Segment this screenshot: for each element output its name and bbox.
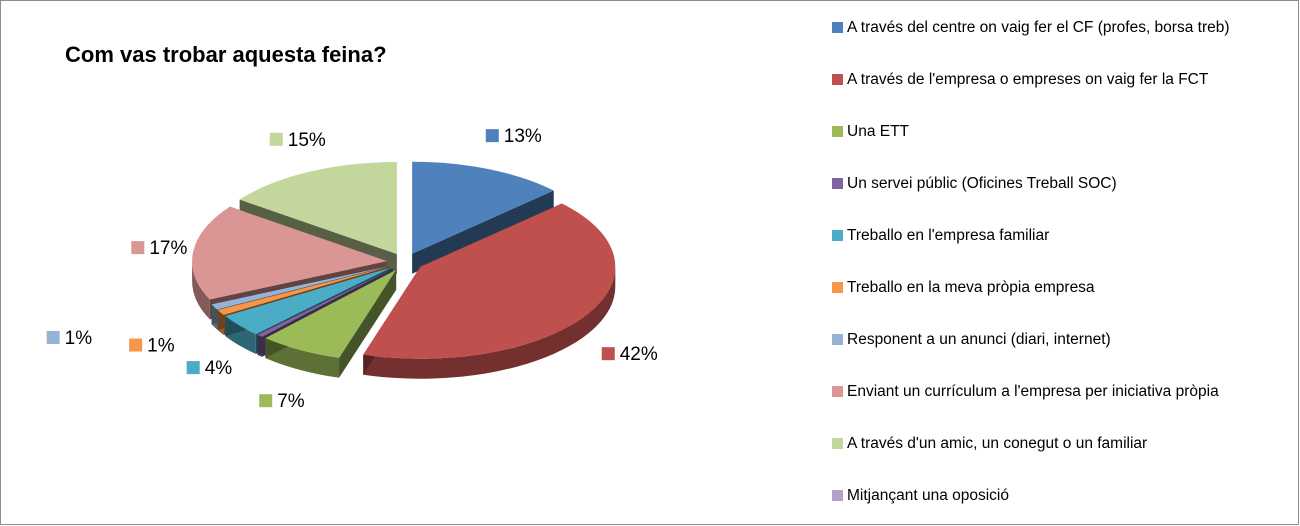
legend-item: Un servei públic (Oficines Treball SOC) bbox=[832, 174, 1282, 226]
label-swatch bbox=[259, 394, 273, 408]
legend-swatch bbox=[832, 178, 843, 189]
label-swatch bbox=[131, 241, 145, 255]
slice bbox=[217, 266, 390, 315]
slice bbox=[412, 161, 554, 254]
legend-label: A través d'un amic, un conegut o un fami… bbox=[847, 435, 1148, 452]
legend-swatch bbox=[832, 386, 843, 397]
legend-swatch bbox=[832, 282, 843, 293]
legend-label: Un servei públic (Oficines Treball SOC) bbox=[847, 175, 1117, 192]
legend-item: A través del centre on vaig fer el CF (p… bbox=[832, 18, 1282, 70]
label-swatch bbox=[46, 330, 60, 344]
legend-label: Treballo en l'empresa familiar bbox=[847, 227, 1050, 244]
legend-item: Enviant un currículum a l'empresa per in… bbox=[832, 382, 1282, 434]
slice bbox=[257, 268, 393, 337]
chart-title: Com vas trobar aquesta feina? bbox=[65, 42, 387, 67]
slice-cut bbox=[412, 190, 554, 274]
legend-item: A través d'un amic, un conegut o un fami… bbox=[832, 434, 1282, 486]
legend-label: Responent a un anunci (diari, internet) bbox=[847, 331, 1111, 348]
legend-item: A través de l'empresa o empreses on vaig… bbox=[832, 70, 1282, 122]
slice-side bbox=[363, 266, 616, 379]
data-label: 15% bbox=[288, 130, 326, 151]
label-swatch bbox=[129, 338, 143, 352]
data-label: 1% bbox=[147, 336, 175, 357]
data-label: 1% bbox=[65, 328, 93, 349]
legend-swatch bbox=[832, 22, 843, 33]
slice bbox=[211, 266, 389, 310]
legend-label: Una ETT bbox=[847, 123, 910, 140]
legend-swatch bbox=[832, 438, 843, 449]
legend-label: Mitjançant una oposició bbox=[847, 487, 1009, 504]
data-label: 42% bbox=[620, 344, 658, 365]
label-swatch bbox=[269, 132, 283, 146]
legend-item: Treballo en la meva pròpia empresa bbox=[832, 278, 1282, 330]
slice bbox=[363, 203, 616, 359]
legend-swatch bbox=[832, 126, 843, 137]
legend-label: A través del centre on vaig fer el CF (p… bbox=[847, 19, 1230, 36]
legend-item: Mitjançant una oposició bbox=[832, 486, 1282, 526]
legend: A través del centre on vaig fer el CF (p… bbox=[832, 18, 1282, 526]
slice bbox=[225, 267, 392, 334]
legend-item: Treballo en l'empresa familiar bbox=[832, 226, 1282, 278]
data-label: 17% bbox=[149, 238, 187, 259]
legend-swatch bbox=[832, 334, 843, 345]
data-label: 13% bbox=[504, 126, 542, 147]
label-swatch bbox=[601, 347, 615, 361]
legend-swatch bbox=[832, 230, 843, 241]
label-swatch bbox=[485, 129, 499, 143]
slice-side bbox=[192, 261, 210, 320]
data-label: 7% bbox=[277, 391, 305, 412]
legend-label: Enviant un currículum a l'empresa per in… bbox=[847, 383, 1219, 400]
legend-item: Una ETT bbox=[832, 122, 1282, 174]
legend-item: Responent a un anunci (diari, internet) bbox=[832, 330, 1282, 382]
legend-label: A través de l'empresa o empreses on vaig… bbox=[847, 71, 1209, 88]
slice bbox=[265, 269, 397, 358]
legend-swatch bbox=[832, 74, 843, 85]
label-swatch bbox=[186, 361, 200, 375]
data-label: 4% bbox=[205, 358, 233, 379]
slice bbox=[192, 206, 388, 300]
legend-label: Treballo en la meva pròpia empresa bbox=[847, 279, 1095, 296]
slice bbox=[239, 161, 397, 254]
legend-swatch bbox=[832, 490, 843, 501]
